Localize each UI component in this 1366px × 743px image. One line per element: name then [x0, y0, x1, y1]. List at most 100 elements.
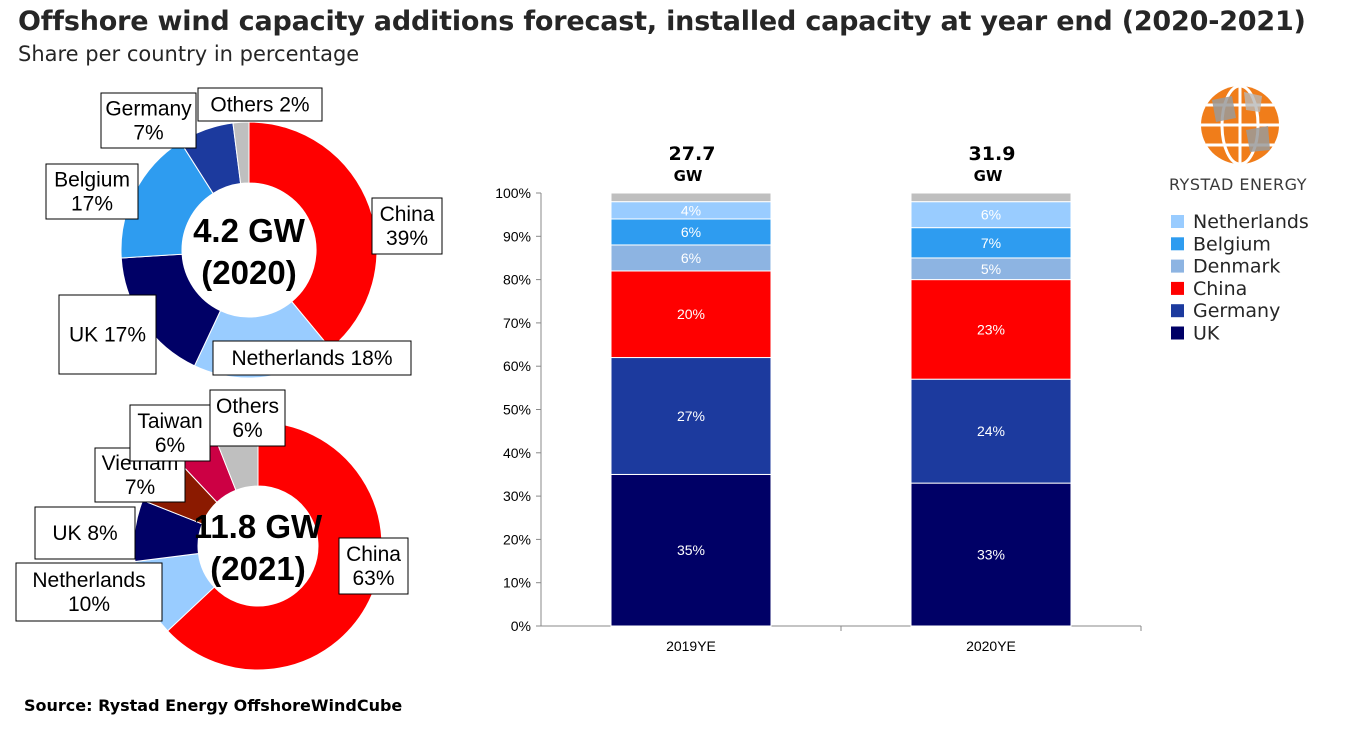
bar-segment-label: 33%	[977, 547, 1005, 563]
bar-segment-label: 35%	[677, 542, 705, 558]
donut-label-text: 17%	[71, 193, 113, 216]
donut-label-netherlands: Netherlands 18%	[212, 340, 412, 376]
donut-label-others: Others 2%	[197, 87, 323, 122]
donut-label-text: Netherlands	[32, 569, 145, 592]
legend-item-germany: Germany	[1171, 300, 1280, 322]
bar-total-unit: GW	[674, 167, 703, 185]
bar-segment-label: 20%	[677, 306, 705, 322]
legend-swatch	[1171, 326, 1184, 340]
legend-item-uk: UK	[1171, 323, 1220, 345]
donut-label-text: 6%	[232, 419, 262, 442]
donut-label-text: UK 17%	[69, 324, 146, 347]
donut-label-text: Taiwan	[137, 410, 202, 433]
bar-segment-uk	[910, 482, 1072, 627]
donut-label-text: 6%	[155, 434, 185, 457]
donut-label-text: Germany	[105, 98, 192, 121]
x-tick-label: 2019YE	[666, 638, 716, 654]
donut-label-uk: UK 8%	[34, 506, 136, 560]
legend-swatch	[1171, 215, 1184, 228]
y-tick-label: 10%	[503, 575, 531, 591]
donut-slice-others	[232, 121, 250, 185]
bar-total-unit: GW	[974, 167, 1003, 185]
x-tick-label: 2020YE	[966, 638, 1016, 654]
y-tick-label: 0%	[511, 618, 531, 634]
donut-center-year: (2020)	[201, 254, 296, 291]
donut-label-text: 63%	[352, 567, 394, 590]
y-tick-label: 20%	[503, 531, 531, 547]
legend-label: Denmark	[1193, 256, 1280, 278]
legend-swatch	[1171, 281, 1184, 295]
bar-total-value: 31.9	[969, 143, 1016, 165]
donut-label-text: 7%	[125, 476, 155, 499]
bar-segment-china	[610, 270, 772, 359]
legend-label: China	[1193, 278, 1247, 300]
bar-segment-label: 6%	[681, 250, 701, 266]
bar-total-value: 27.7	[669, 143, 716, 165]
y-tick-label: 80%	[503, 272, 531, 288]
stacked-bar-chart: 0% 10% 20% 30% 40% 50% 60% 70% 80% 90% 100% 35% 27% 2…	[495, 143, 1142, 654]
bar-segment-germany	[610, 357, 772, 475]
page-subtitle: Share per country in percentage	[18, 42, 360, 66]
bar-segment-label: 5%	[981, 261, 1001, 277]
y-tick-label: 60%	[503, 358, 531, 374]
legend-item-denmark: Denmark	[1171, 256, 1280, 278]
donut-label-text: Netherlands 18%	[231, 347, 392, 370]
bar-segment-others	[610, 192, 772, 203]
donut-label-text: Belgium	[54, 169, 130, 192]
bar-segment-others	[910, 192, 1072, 203]
donut-label-text: 7%	[133, 122, 163, 145]
y-tick-label: 70%	[503, 315, 531, 331]
legend-item-belgium: Belgium	[1171, 233, 1271, 255]
bar-segment-label: 7%	[981, 235, 1001, 251]
legend-label: UK	[1193, 323, 1220, 345]
bar-segment-belgium	[910, 227, 1072, 259]
bar-segment-denmark	[610, 244, 772, 272]
brand-name: RYSTAD ENERGY	[1169, 175, 1307, 194]
donut-label-text: Others	[216, 395, 279, 418]
bar-segment-label: 27%	[677, 408, 705, 424]
bar-segment-label: 4%	[681, 202, 701, 218]
legend-label: Netherlands	[1193, 211, 1309, 233]
donut-label-uk: UK 17%	[58, 294, 157, 375]
donut-label-text: China	[380, 203, 435, 226]
donut-center-year: (2021)	[210, 550, 305, 587]
donut-label-text: China	[346, 543, 401, 566]
bar-segment-germany	[910, 378, 1072, 484]
source-note: Source: Rystad Energy OffshoreWindCube	[24, 696, 403, 715]
donut-slice-china	[166, 421, 383, 671]
legend-label: Belgium	[1193, 233, 1271, 255]
bar-segment-label: 23%	[977, 321, 1005, 337]
y-tick-label: 50%	[503, 402, 531, 418]
donut-label-text: 39%	[386, 227, 428, 250]
legend-swatch	[1171, 237, 1184, 251]
bar-segment-label: 24%	[977, 423, 1005, 439]
legend-label: Germany	[1193, 300, 1280, 322]
donut-label-text: Others 2%	[210, 94, 309, 117]
donut-slice-china	[248, 121, 378, 350]
legend-item-china: China	[1171, 278, 1247, 300]
y-tick-label: 40%	[503, 445, 531, 461]
legend-item-netherlands: Netherlands	[1171, 211, 1309, 233]
y-tick-label: 30%	[503, 488, 531, 504]
rystad-logo: RYSTAD ENERGY	[1169, 84, 1307, 194]
donut-center-value: 4.2 GW	[193, 212, 306, 249]
donut-center-value: 11.8 GW	[194, 508, 323, 545]
y-tick-label: 100%	[495, 185, 531, 201]
bar-segment-belgium	[610, 218, 772, 246]
bar-segment-uk	[610, 473, 772, 627]
page-title: Offshore wind capacity additions forecas…	[18, 6, 1306, 37]
legend-swatch	[1171, 304, 1184, 318]
legend-swatch	[1171, 259, 1184, 273]
y-tick-label: 90%	[503, 228, 531, 244]
